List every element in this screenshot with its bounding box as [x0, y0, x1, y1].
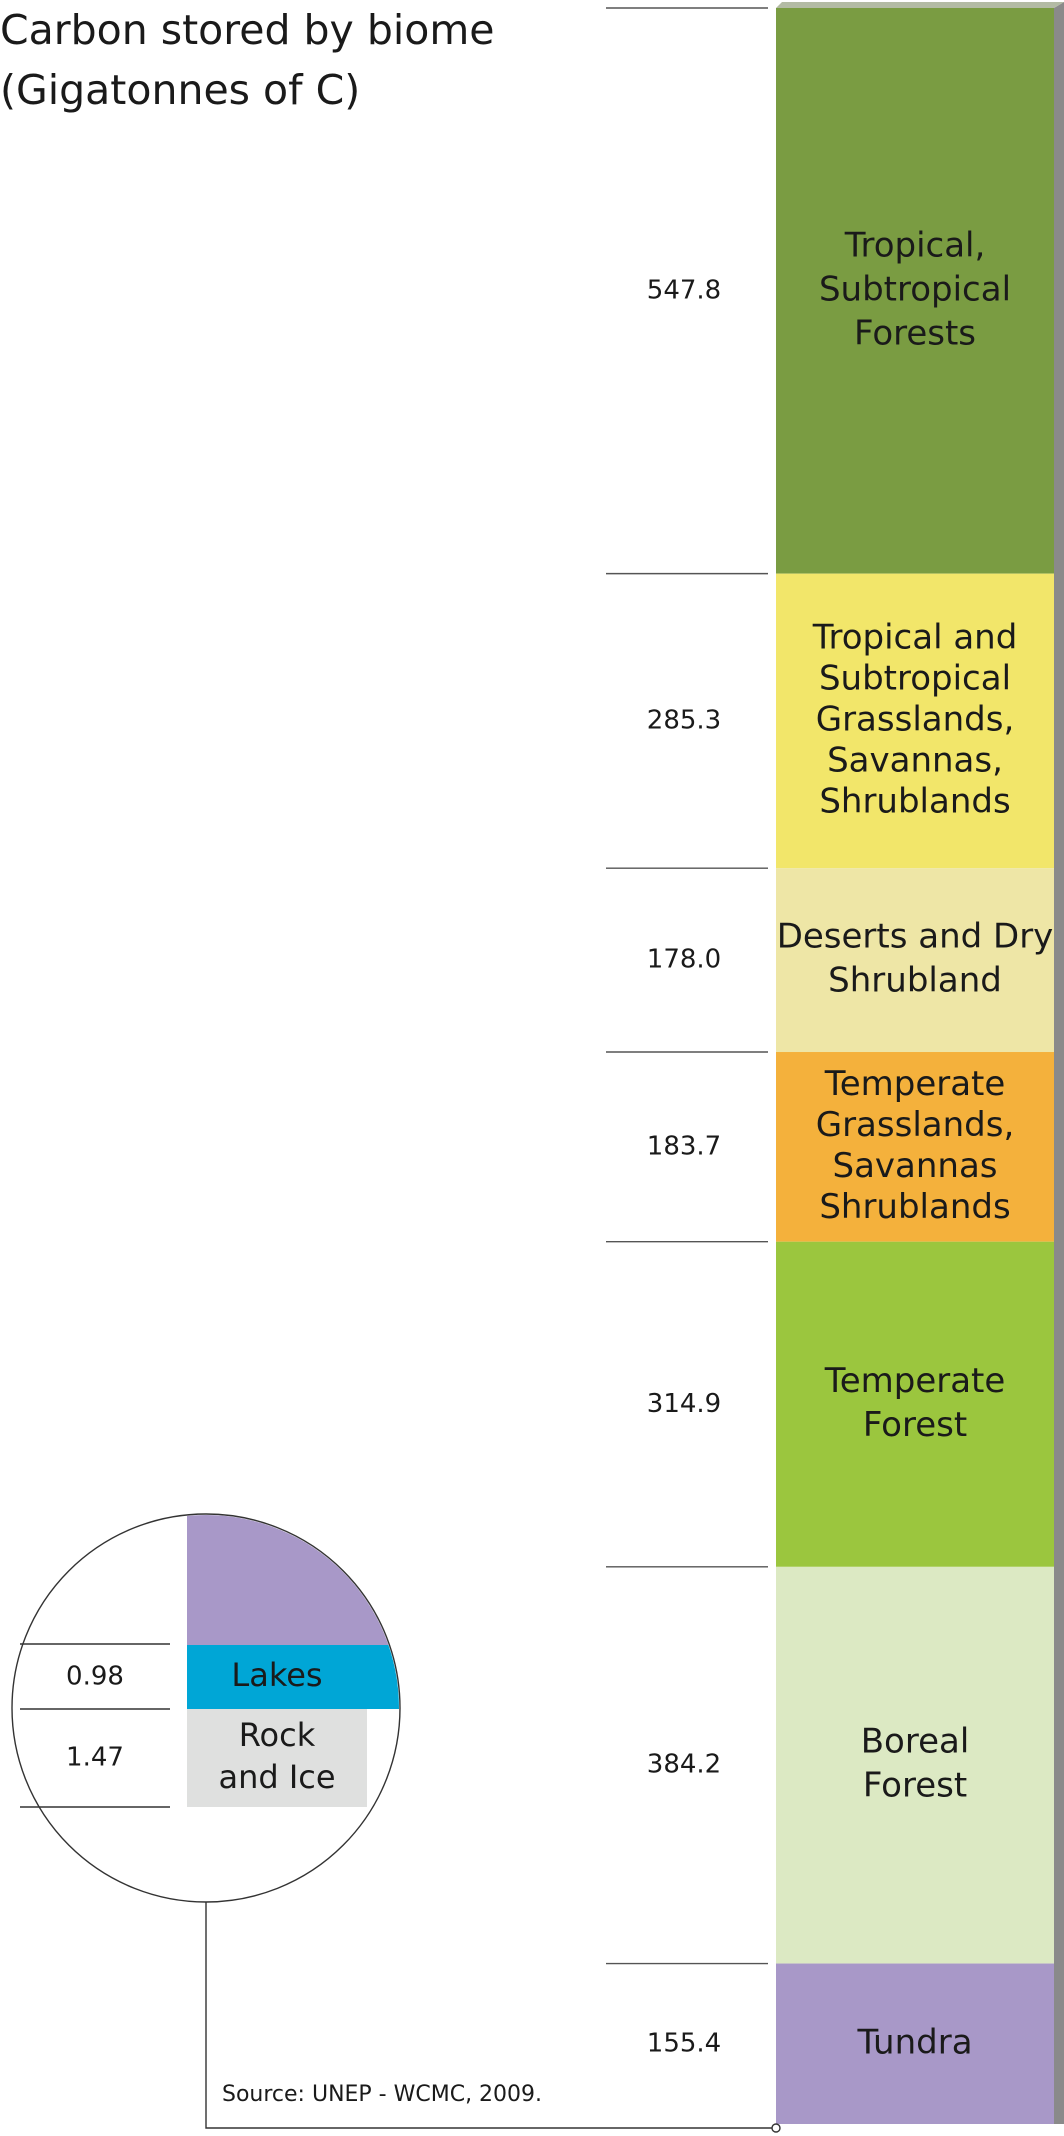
category-label: Forests	[854, 313, 976, 353]
category-label: Shrublands	[819, 1187, 1010, 1227]
data-label: 547.8	[647, 275, 721, 305]
bar-top-face	[776, 2, 1064, 8]
category-label: Temperate	[824, 1064, 1006, 1104]
category-label: Savannas,	[827, 740, 1003, 780]
bar-segment	[776, 1566, 1054, 1964]
bar-segment	[776, 8, 1054, 574]
category-label: Forest	[863, 1766, 967, 1806]
data-label: 183.7	[647, 1131, 721, 1161]
data-label: 314.9	[647, 1389, 721, 1419]
inset-segment	[187, 1709, 367, 1807]
category-label: Shrubland	[828, 961, 1002, 1001]
bar-side-face	[1054, 2, 1064, 2124]
data-label: 285.3	[647, 705, 721, 735]
inset-category-label: Lakes	[231, 1656, 322, 1694]
source-note: Source: UNEP - WCMC, 2009.	[222, 2082, 543, 2107]
inset-tundra-segment	[187, 1515, 399, 1645]
data-label: 155.4	[647, 2028, 721, 2058]
category-label: Deserts and Dry	[777, 917, 1054, 957]
connector-line	[205, 1902, 776, 2129]
data-label: 384.2	[647, 1750, 721, 1780]
category-label: Grasslands,	[816, 1105, 1015, 1145]
inset-segment	[187, 1645, 399, 1709]
connector-dot	[771, 2123, 781, 2133]
inset-data-label: 0.98	[66, 1662, 124, 1692]
inset-category-label: Rock	[239, 1716, 316, 1754]
category-label: Shrublands	[819, 781, 1010, 821]
category-label: Subtropical	[819, 658, 1011, 698]
bar-segment	[776, 1241, 1054, 1567]
category-label: Tropical and	[812, 617, 1018, 657]
category-label: Subtropical	[819, 269, 1011, 309]
chart-subtitle: (Gigatonnes of C)	[0, 66, 361, 114]
category-label: Savannas	[832, 1146, 997, 1186]
category-label: Forest	[863, 1405, 967, 1445]
category-label: Temperate	[824, 1361, 1006, 1401]
inset-data-label: 1.47	[66, 1743, 124, 1773]
bar-segment	[776, 868, 1054, 1053]
bar-segment	[776, 573, 1054, 869]
category-label: Tropical,	[844, 225, 986, 265]
inset-category-label: and Ice	[218, 1758, 335, 1796]
category-label: Boreal	[861, 1722, 970, 1762]
bar-segment	[776, 1052, 1054, 1242]
chart-title: Carbon stored by biome	[0, 6, 495, 54]
data-label: 178.0	[647, 945, 721, 975]
bar-segment	[776, 1963, 1054, 2124]
category-label: Grasslands,	[816, 699, 1015, 739]
chart-title-block: Carbon stored by biome (Gigatonnes of C)	[0, 0, 560, 120]
category-label: Tundra	[856, 2022, 972, 2062]
